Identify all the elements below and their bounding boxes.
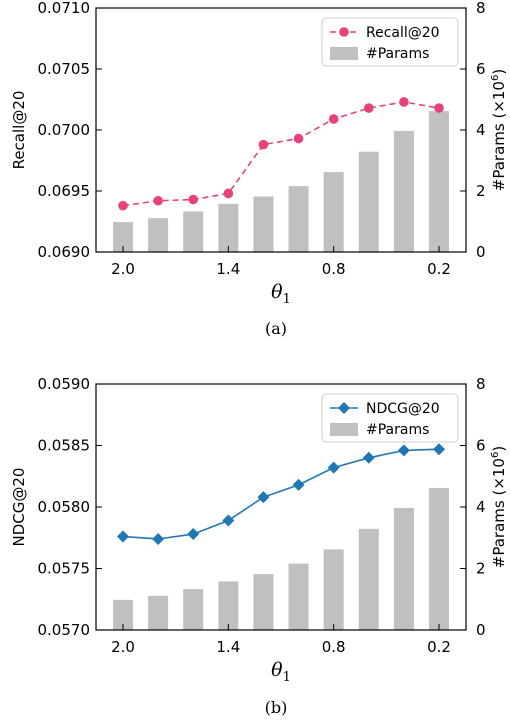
- y-right-label-end: ): [490, 69, 508, 75]
- metric-line: [122, 101, 440, 207]
- x-tick-label: 0.8: [322, 260, 346, 278]
- y-right-axis-label: #Params (×106): [490, 446, 508, 568]
- params-bar: [183, 211, 204, 252]
- metric-point: [118, 200, 128, 211]
- metric-point: [153, 195, 163, 206]
- y-tick-label: 0.0700: [38, 121, 91, 139]
- params-bar: [288, 186, 309, 252]
- y-right-label-main: #Params (×10: [490, 81, 508, 191]
- metric-point: [222, 514, 235, 527]
- chart-panel-a: 0.0690 0.0695 0.0700 0.0705 0.0710 0 2 4 6 8 2.0 1.…: [10, 0, 508, 338]
- y-right-tick-label: 0: [476, 621, 486, 639]
- params-bar: [323, 549, 344, 630]
- params-bar: [148, 218, 169, 252]
- params-bar: [253, 196, 274, 252]
- metric-point: [327, 461, 340, 474]
- legend-label-params: #Params: [366, 46, 429, 62]
- legend-marker: [338, 402, 350, 414]
- params-bar: [218, 203, 239, 252]
- y-tick-label: 0.0575: [38, 560, 91, 578]
- y-tick-label: 0.0690: [38, 243, 91, 261]
- y-right-tick-label: 8: [476, 0, 486, 17]
- y-right-tick-label: 4: [476, 498, 486, 516]
- metric-point: [328, 114, 339, 124]
- metric-point: [187, 528, 200, 541]
- metric-point: [434, 103, 444, 113]
- params-bar: [393, 130, 414, 252]
- x-tick-label: 2.0: [111, 260, 135, 278]
- x-tick-label: 0.8: [322, 638, 346, 656]
- params-bar: [358, 151, 379, 252]
- params-bar: [253, 574, 274, 630]
- y-tick-label: 0.0710: [38, 0, 91, 17]
- metric-point: [258, 139, 269, 150]
- y-right-label-main: #Params (×10: [490, 458, 508, 568]
- y-tick-label: 0.0570: [38, 621, 91, 639]
- params-bar: [218, 581, 239, 630]
- x-tick-label: 2.0: [111, 638, 135, 656]
- metric-point: [188, 194, 199, 205]
- x-axis-label: θ1: [271, 281, 291, 307]
- y-right-tick-label: 6: [476, 437, 486, 455]
- metric-point: [223, 188, 234, 199]
- y-tick-label: 0.0580: [38, 498, 91, 516]
- metric-point: [292, 478, 305, 491]
- y-right-tick-label: 0: [476, 243, 486, 261]
- panel-caption: (b): [265, 698, 288, 717]
- params-bar: [113, 222, 133, 252]
- x-label-symbol: θ: [271, 281, 283, 303]
- x-tick-label: 0.2: [427, 638, 451, 656]
- x-tick-label: 1.4: [216, 260, 240, 278]
- y-right-label-exp: 6: [490, 75, 501, 81]
- metric-point: [363, 103, 374, 113]
- x-tick-label: 1.4: [216, 638, 240, 656]
- metric-point: [399, 97, 409, 107]
- metric-line: [122, 448, 440, 540]
- params-bar: [113, 599, 133, 630]
- metric-point: [293, 133, 304, 144]
- y-tick-label: 0.0585: [38, 437, 91, 455]
- metric-point: [152, 532, 165, 545]
- legend-label-metric: NDCG@20: [366, 401, 440, 417]
- x-tick-label: 0.2: [427, 260, 451, 278]
- params-bar: [393, 507, 414, 630]
- y-right-label-exp: 6: [490, 452, 501, 458]
- legend-marker: [339, 27, 349, 37]
- y-right-tick-label: 8: [476, 375, 486, 393]
- y-right-label-end: ): [490, 446, 508, 452]
- metric-point: [117, 530, 129, 543]
- y-right-tick-label: 2: [476, 560, 486, 578]
- metric-point: [257, 491, 270, 504]
- metric-point: [433, 443, 445, 456]
- y-tick-label: 0.0695: [38, 182, 91, 200]
- params-bar: [183, 589, 204, 630]
- y-axis-label: NDCG@20: [10, 468, 28, 547]
- x-axis-label: θ1: [271, 659, 291, 685]
- legend-label-metric: Recall@20: [366, 25, 440, 41]
- params-bar: [148, 595, 169, 630]
- params-bar: [323, 172, 344, 252]
- params-bar: [358, 528, 379, 630]
- params-bar: [288, 563, 309, 630]
- params-bar: [429, 487, 449, 630]
- y-right-axis-label: #Params (×106): [490, 69, 508, 191]
- y-right-tick-label: 4: [476, 121, 486, 139]
- params-bar: [429, 111, 449, 252]
- legend-bar-swatch: [330, 423, 358, 436]
- y-tick-label: 0.0590: [38, 375, 91, 393]
- x-label-symbol: θ: [271, 659, 283, 681]
- y-tick-label: 0.0705: [38, 60, 91, 78]
- metric-point: [397, 444, 410, 457]
- y-right-tick-label: 2: [476, 182, 486, 200]
- legend-bar-swatch: [330, 47, 358, 60]
- y-axis-label: Recall@20: [10, 91, 28, 170]
- panel-caption: (a): [265, 319, 287, 338]
- legend-label-params: #Params: [366, 422, 429, 438]
- y-right-tick-label: 6: [476, 60, 486, 78]
- chart-panel-b: 0.0570 0.0575 0.0580 0.0585 0.0590 0 2 4 6 8 2.0 1.…: [10, 375, 508, 717]
- x-label-subscript: 1: [283, 292, 291, 307]
- x-label-subscript: 1: [283, 670, 291, 685]
- metric-point: [362, 451, 375, 464]
